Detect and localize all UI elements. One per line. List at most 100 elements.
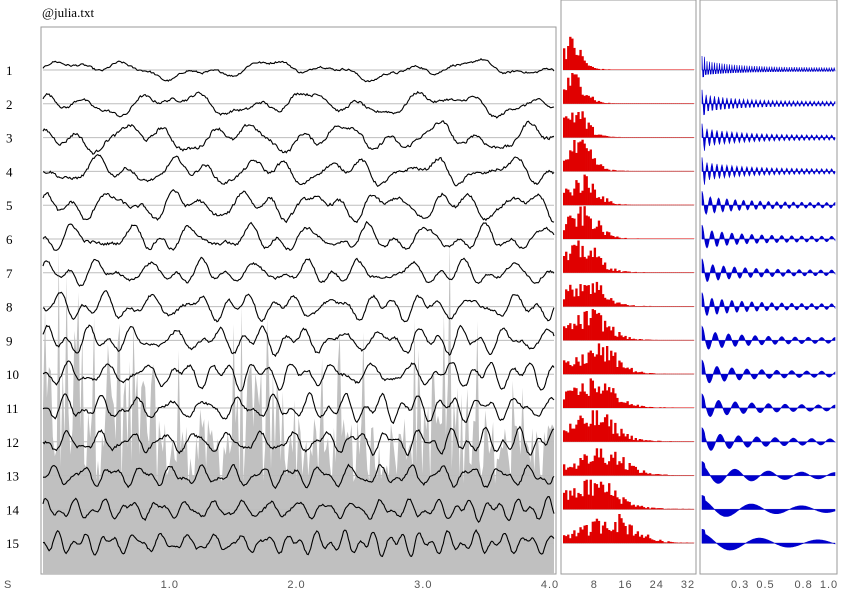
spectrum-bar (628, 501, 631, 510)
spectrum-bar (663, 69, 666, 70)
spectrum-bar (626, 305, 629, 307)
spectrum-bar (669, 137, 672, 138)
channel-label-15: 15 (6, 536, 19, 551)
spectrum-bar (640, 103, 644, 104)
spectrum-bar (675, 475, 678, 476)
spectrum-bar (620, 335, 623, 341)
spectrum-bar (651, 69, 654, 70)
spectrum-bar (691, 306, 695, 307)
spectrum-bar (585, 525, 588, 544)
spectrum-bar (587, 285, 590, 307)
spectrum-bar (640, 272, 644, 273)
spectrum-bar (603, 69, 607, 70)
spectrum-bar (675, 137, 678, 138)
spectrum-bar (659, 137, 662, 138)
spectrum-bar (685, 238, 689, 239)
channel-label-1: 1 (6, 63, 13, 78)
spectrum-bar (622, 103, 625, 104)
spectrum-bar (689, 339, 693, 341)
spectrum-bar (638, 170, 642, 172)
spectrum-bar (579, 391, 582, 408)
spectrum-bar (608, 360, 611, 375)
spectrum-bar (575, 74, 578, 104)
spectrum-bar (624, 368, 627, 375)
spectrum-bar (675, 69, 678, 70)
spectrum-bar (663, 474, 666, 476)
autocorrelation-channel-6 (701, 224, 836, 249)
spectrum-bar (599, 355, 603, 375)
spectrum-bar (581, 111, 584, 138)
spectrum-bar (663, 137, 666, 138)
spectrum-bar (669, 238, 672, 239)
spectrum-bar (644, 204, 648, 206)
spectrum-bar (638, 406, 642, 408)
spectrum-bar (614, 103, 617, 104)
spectrum-bar (669, 306, 672, 307)
spectrum-bar (687, 306, 691, 307)
spectrum-bar (632, 305, 635, 307)
spectrum-bar (599, 164, 603, 172)
spectrum-bar (575, 536, 578, 544)
spectrum-bar (661, 204, 664, 206)
spectrum-bar (618, 103, 621, 104)
spectrum-bar (653, 137, 656, 138)
trace-channel-8 (42, 290, 555, 323)
spectrum-bar (655, 272, 658, 273)
spectrum-bar (628, 137, 631, 138)
spectrum-bar (632, 272, 635, 273)
spectrum-bar (624, 335, 627, 341)
spectrum-bar (673, 170, 676, 172)
spectrum-bar (597, 164, 601, 172)
spectrum-bar (585, 148, 588, 172)
trace-channel-6 (42, 220, 555, 251)
spectrum-bar (663, 238, 666, 239)
spectrum-bar (669, 475, 672, 476)
spectrum-bar (593, 388, 597, 408)
spectrum-bar (622, 137, 625, 138)
spectrum-bar (651, 238, 654, 239)
spectrum-bar (691, 475, 695, 476)
spectrum-bar (642, 537, 646, 544)
spectrum-bar (651, 407, 654, 408)
spectrum-bar (585, 363, 588, 375)
spectrum-bar (667, 508, 670, 510)
spectrum-bar (644, 170, 648, 172)
spectrum-bar (640, 339, 644, 341)
spectrum-bar (579, 284, 582, 307)
spectrum-bar (665, 441, 668, 442)
spectrum-bar (685, 272, 689, 273)
spectrum-bar (599, 533, 603, 544)
spectrum-bar (626, 534, 629, 544)
spectrum-bar (581, 56, 584, 70)
spectrum-bar (583, 174, 586, 206)
spectrum-bar (636, 440, 640, 442)
spectrum-bar (618, 360, 621, 375)
spectrum-bar (603, 462, 607, 476)
spectrum-bar (640, 170, 644, 172)
spectrum-bar (663, 103, 666, 104)
spectrum-bar (573, 463, 576, 476)
spectrum-bar (563, 464, 566, 476)
spectrum-bar (573, 323, 576, 341)
channel-label-7: 7 (6, 266, 13, 281)
spectrum-bar (616, 336, 619, 341)
spectrum-bar (677, 170, 680, 172)
spectrum-bar (577, 532, 580, 544)
spectrum-bar (640, 238, 644, 239)
spectrum-bar (587, 122, 590, 138)
spectrum-bar (669, 441, 672, 442)
spectrum-bar (671, 441, 674, 442)
spectrum-bar (616, 137, 619, 138)
spectrum-bar (626, 271, 629, 273)
spectrum-bar (563, 192, 566, 206)
spectrum-bar (612, 529, 615, 544)
spectrum-bar (601, 294, 605, 307)
spectrum-bar (601, 135, 605, 138)
spectrum-bar (685, 407, 689, 408)
spectrum-bar (567, 390, 570, 408)
spectrum-bar (671, 238, 674, 239)
spectrum-bar (665, 238, 668, 239)
spectrum-bar (605, 168, 609, 172)
spectrum-bar (595, 518, 599, 544)
spectrum-bar (667, 541, 670, 544)
